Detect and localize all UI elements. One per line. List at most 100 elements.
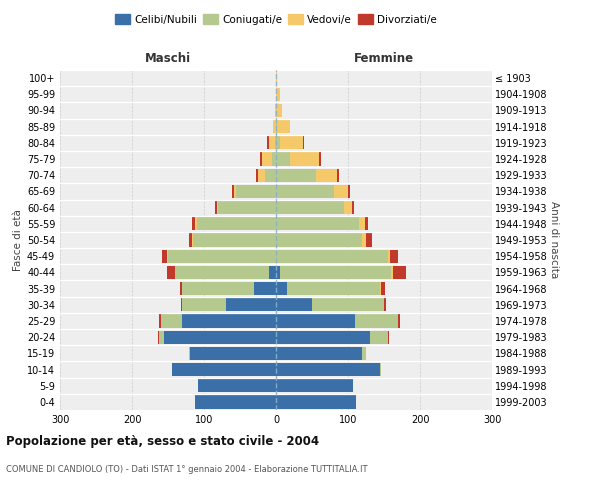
Bar [262,152,272,166]
Bar [290,152,319,166]
Bar [276,104,282,117]
Bar [164,330,276,344]
Bar [234,185,236,198]
Bar [179,282,182,295]
Bar [218,201,276,214]
Text: Popolazione per età, sesso e stato civile - 2004: Popolazione per età, sesso e stato civil… [6,435,319,448]
Bar [380,363,381,376]
Bar [381,282,385,295]
Bar [362,346,366,360]
Bar [160,314,161,328]
Bar [190,346,276,360]
Bar [362,234,366,246]
Bar [276,282,287,295]
Bar [168,250,276,263]
Bar [182,314,276,328]
Bar [392,266,406,279]
Bar [388,250,390,263]
Legend: Celibi/Nubili, Coniugati/e, Vedovi/e, Divorziati/e: Celibi/Nubili, Coniugati/e, Vedovi/e, Di… [111,10,441,29]
Bar [276,298,312,312]
Bar [319,152,320,166]
Bar [254,282,276,295]
Bar [193,234,276,246]
Bar [260,152,262,166]
Bar [277,120,290,134]
Y-axis label: Fasce di età: Fasce di età [13,209,23,271]
Bar [276,250,388,263]
Y-axis label: Anni di nascita: Anni di nascita [548,202,559,278]
Bar [275,104,276,117]
Bar [181,298,182,312]
Bar [265,168,276,182]
Bar [194,396,276,408]
Bar [198,379,276,392]
Bar [226,298,276,312]
Bar [256,168,258,182]
Bar [161,250,167,263]
Bar [215,201,217,214]
Text: Maschi: Maschi [145,52,191,65]
Bar [398,314,400,328]
Bar [236,185,276,198]
Bar [275,136,276,149]
Bar [276,201,344,214]
Bar [391,266,392,279]
Bar [175,266,269,279]
Bar [276,72,277,85]
Bar [196,217,197,230]
Bar [276,120,277,134]
Bar [272,152,276,166]
Bar [276,379,353,392]
Bar [192,217,196,230]
Bar [388,330,389,344]
Bar [189,234,193,246]
Bar [276,152,290,166]
Bar [287,282,380,295]
Bar [167,266,175,279]
Bar [380,282,381,295]
Bar [197,217,276,230]
Bar [182,298,226,312]
Bar [276,168,316,182]
Bar [172,363,276,376]
Bar [359,217,365,230]
Bar [276,314,355,328]
Bar [312,298,384,312]
Bar [276,266,280,279]
Bar [276,88,280,101]
Bar [158,330,164,344]
Bar [280,266,391,279]
Bar [280,136,302,149]
Bar [276,330,370,344]
Bar [276,234,362,246]
Bar [268,136,269,149]
Bar [384,298,386,312]
Bar [269,266,276,279]
Bar [232,185,234,198]
Bar [276,136,280,149]
Bar [370,330,388,344]
Text: COMUNE DI CANDIOLO (TO) - Dati ISTAT 1° gennaio 2004 - Elaborazione TUTTITALIA.I: COMUNE DI CANDIOLO (TO) - Dati ISTAT 1° … [6,465,367,474]
Bar [161,314,182,328]
Bar [276,346,362,360]
Bar [269,136,275,149]
Bar [273,120,276,134]
Bar [348,185,350,198]
Bar [302,136,304,149]
Bar [344,201,352,214]
Bar [355,314,398,328]
Bar [366,234,372,246]
Bar [352,201,354,214]
Bar [337,168,340,182]
Bar [365,217,368,230]
Bar [316,168,337,182]
Bar [334,185,348,198]
Bar [182,282,254,295]
Bar [189,346,190,360]
Bar [276,396,356,408]
Bar [276,217,359,230]
Bar [276,363,380,376]
Bar [276,185,334,198]
Bar [258,168,265,182]
Bar [390,250,398,263]
